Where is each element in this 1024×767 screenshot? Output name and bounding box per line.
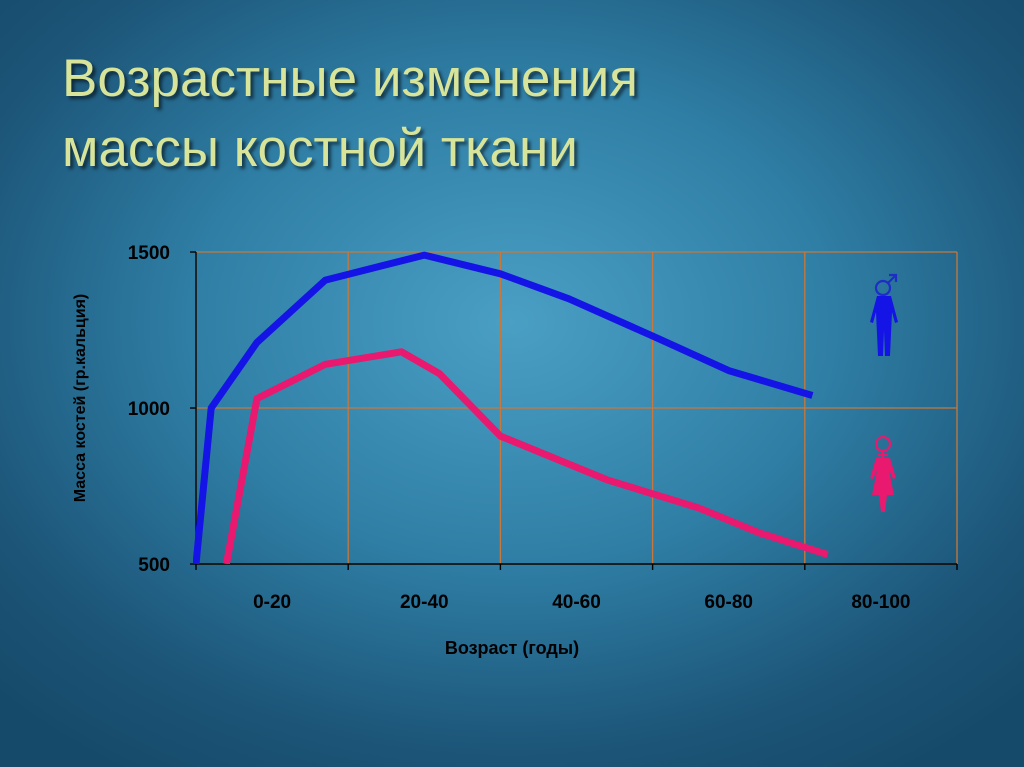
series-line-male	[193, 251, 814, 564]
series-line-female	[222, 348, 829, 564]
chart-axes	[190, 251, 958, 570]
y-tick-label: 1500	[128, 243, 170, 264]
x-category-label: 40-60	[552, 592, 601, 613]
female-figure-icon	[870, 435, 896, 512]
y-tick-label: 1000	[128, 399, 170, 420]
x-category-label: 80-100	[851, 592, 910, 613]
chart-legend-icons	[870, 273, 898, 512]
x-axis-label: Возраст (годы)	[445, 638, 579, 658]
y-tick-label: 500	[138, 555, 170, 576]
slide-title: Возрастные изменения массы костной ткани	[62, 44, 638, 184]
chart-ticks: 500 1000 1500 0-20 20-40 40-60 60-80 80-100 Возр…	[72, 243, 910, 658]
x-category-label: 0-20	[253, 592, 291, 613]
title-line-2: массы костной ткани	[62, 119, 578, 178]
chart-series	[193, 251, 829, 564]
title-line-1: Возрастные изменения	[62, 49, 638, 108]
male-figure-icon	[870, 273, 898, 356]
y-axis-label: Масса костей (гр.кальция)	[72, 294, 89, 502]
x-category-label: 20-40	[400, 592, 449, 613]
x-category-label: 60-80	[704, 592, 753, 613]
